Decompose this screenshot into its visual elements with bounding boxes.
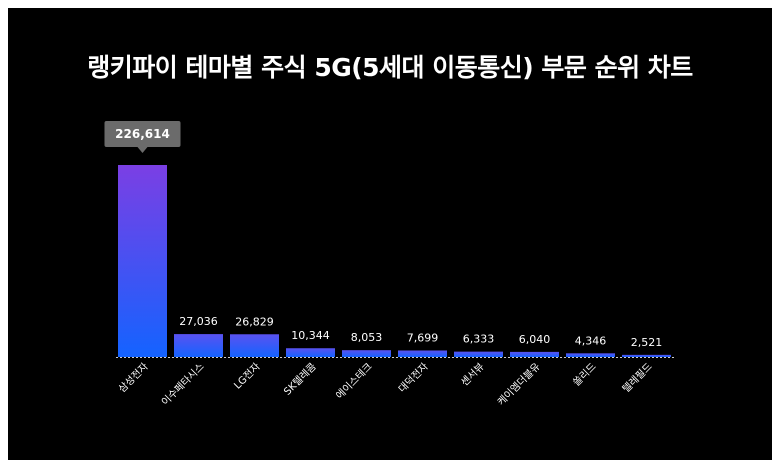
value-label-10: 2,521 <box>631 336 663 349</box>
bar-8[interactable] <box>510 351 559 357</box>
value-label-8: 6,040 <box>519 333 551 346</box>
value-label-7: 6,333 <box>463 333 495 346</box>
category-label-10: 텔레필드 <box>620 361 655 396</box>
category-label-1: 삼성전자 <box>116 361 151 396</box>
bar-1[interactable] <box>118 165 167 357</box>
category-label-5: 에이스테크 <box>334 361 375 402</box>
value-label-3: 26,829 <box>235 315 274 328</box>
bar-5[interactable] <box>342 350 391 357</box>
value-label-2: 27,036 <box>179 315 218 328</box>
bar-7[interactable] <box>454 351 503 357</box>
bar-10[interactable] <box>622 354 671 357</box>
category-label-9: 쏠리드 <box>571 361 599 389</box>
value-label-6: 7,699 <box>407 331 439 344</box>
bar-6[interactable] <box>398 350 447 357</box>
value-label-5: 8,053 <box>351 331 383 344</box>
category-label-7: 센서뷰 <box>459 361 487 389</box>
value-label-4: 10,344 <box>291 329 330 342</box>
value-label-9: 4,346 <box>575 334 607 347</box>
category-label-2: 이수페타시스 <box>159 361 207 409</box>
category-label-3: LG전자 <box>232 361 263 392</box>
bar-4[interactable] <box>286 348 335 357</box>
category-label-4: SK텔레콤 <box>281 361 318 398</box>
bar-9[interactable] <box>566 353 615 357</box>
bar-2[interactable] <box>174 334 223 357</box>
chart-title: 랭키파이 테마별 주식 5G(5세대 이동통신) 부문 순위 차트 <box>87 53 693 82</box>
value-tooltip: 226,614 <box>104 121 181 153</box>
category-label-8: 케이엠더블유 <box>495 361 543 409</box>
category-label-6: 대덕전자 <box>396 361 431 396</box>
value-label-1: 226,614 <box>115 127 170 141</box>
bar-3[interactable] <box>230 334 279 357</box>
